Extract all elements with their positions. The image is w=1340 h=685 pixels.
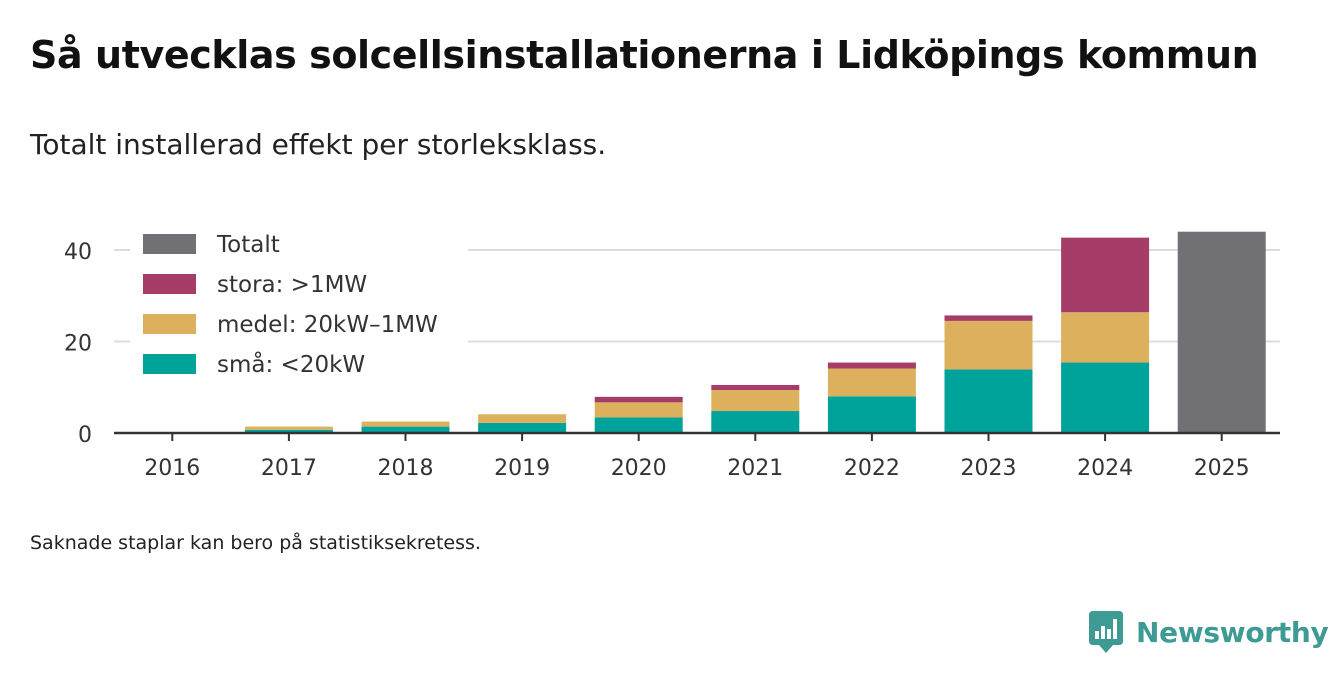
x-tick-label-2019: 2019 bbox=[494, 456, 550, 481]
y-tick-label-0: 0 bbox=[78, 423, 92, 448]
bar-2023-stora-1mw bbox=[944, 315, 1033, 321]
chart-subtitle: Totalt installerad effekt per storlekskl… bbox=[30, 128, 607, 161]
x-tick-label-2020: 2020 bbox=[611, 456, 667, 481]
bar-2018-sma-20kw bbox=[361, 426, 450, 433]
legend-label-stora-1mw: stora: >1MW bbox=[217, 272, 367, 298]
bar-2024-stora-1mw bbox=[1061, 237, 1150, 313]
x-tick-label-2021: 2021 bbox=[727, 456, 783, 481]
legend-swatch-totalt bbox=[143, 234, 196, 254]
x-tick-label-2016: 2016 bbox=[144, 456, 200, 481]
bar-2023-sma-20kw bbox=[944, 369, 1033, 433]
axes: 0 20 40 2016 2017 2018 2019 2020 2021 2022 2023 202… bbox=[64, 240, 1280, 481]
bar-2024-sma-20kw bbox=[1061, 362, 1150, 433]
bar-2018-medel-20kw-1mw bbox=[361, 421, 450, 427]
newsworthy-logo[interactable]: Newsworthy bbox=[1088, 610, 1329, 654]
legend-swatch-sma-20kw bbox=[143, 354, 196, 374]
legend-label-totalt: Totalt bbox=[216, 232, 280, 258]
x-tick-label-2024: 2024 bbox=[1077, 456, 1133, 481]
legend-label-medel-20kw-1mw: medel: 20kW–1MW bbox=[217, 312, 438, 338]
bar-2017-medel-20kw-1mw bbox=[244, 426, 333, 430]
x-tick-label-2018: 2018 bbox=[378, 456, 434, 481]
bar-2022-medel-20kw-1mw bbox=[827, 368, 916, 397]
legend-label-sma-20kw: små: <20kW bbox=[217, 350, 365, 378]
bar-2020-medel-20kw-1mw bbox=[594, 402, 683, 418]
bar-2024-medel-20kw-1mw bbox=[1061, 312, 1150, 363]
bar-2021-sma-20kw bbox=[711, 411, 800, 433]
bar-2022-sma-20kw bbox=[827, 396, 916, 433]
y-tick-label-40: 40 bbox=[64, 240, 92, 265]
x-tick-label-2022: 2022 bbox=[844, 456, 900, 481]
bar-2023-medel-20kw-1mw bbox=[944, 320, 1033, 370]
x-tick-label-2023: 2023 bbox=[961, 456, 1017, 481]
bar-2022-stora-1mw bbox=[827, 362, 916, 369]
bar-2025-totalt bbox=[1177, 231, 1266, 433]
bar-2019-sma-20kw bbox=[478, 422, 567, 433]
bars bbox=[128, 231, 1266, 434]
bar-2021-stora-1mw bbox=[711, 384, 800, 390]
stacked-bar-chart: 0 20 40 2016 2017 2018 2019 2020 2021 2022 2023 202… bbox=[64, 224, 1280, 481]
legend-swatch-medel-20kw-1mw bbox=[143, 314, 196, 334]
brand-name: Newsworthy bbox=[1136, 615, 1329, 649]
bar-2019-medel-20kw-1mw bbox=[478, 414, 567, 423]
bar-2021-medel-20kw-1mw bbox=[711, 389, 800, 412]
x-tick-label-2025: 2025 bbox=[1194, 456, 1250, 481]
legend-swatch-stora-1mw bbox=[143, 274, 196, 294]
chart-title: Så utvecklas solcellsinstallationerna i … bbox=[30, 33, 1259, 77]
bar-2017-sma-20kw bbox=[244, 429, 333, 433]
x-tick-label-2017: 2017 bbox=[261, 456, 317, 481]
bar-2020-stora-1mw bbox=[594, 396, 683, 403]
y-tick-label-20: 20 bbox=[64, 332, 92, 357]
bar-2020-sma-20kw bbox=[594, 417, 683, 433]
newsworthy-chart-icon bbox=[1089, 611, 1123, 653]
footnote: Saknade staplar kan bero på statistiksek… bbox=[30, 532, 481, 554]
legend: Totalt stora: >1MW medel: 20kW–1MW små: <20… bbox=[130, 224, 468, 384]
